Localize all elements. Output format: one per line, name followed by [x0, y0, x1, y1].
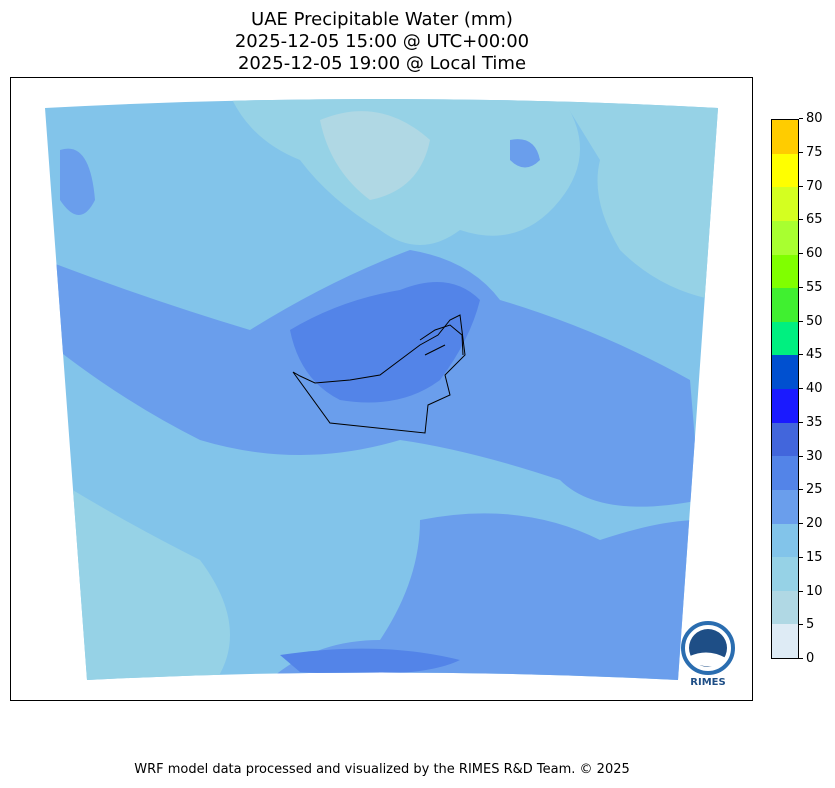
uae-boundary	[292, 314, 466, 434]
contour-20-25-west	[60, 148, 95, 215]
uae-coastline-islands	[419, 324, 464, 356]
colorbar-segment-65-70	[772, 187, 798, 221]
title-line-2: 2025-12-05 15:00 @ UTC+00:00	[234, 31, 530, 52]
rimes-logo: RIMES	[681, 621, 735, 688]
contour-10-15-south	[45, 470, 230, 680]
colorbar-segment-35-40	[772, 389, 798, 423]
colorbar-segment-45-50	[772, 321, 798, 356]
colorbar-segment-0-5	[772, 624, 798, 658]
colorbar-segment-25-30	[772, 456, 798, 490]
colorbar-tick-label: 65	[799, 213, 823, 227]
title-line-1: UAE Precipitable Water (mm)	[251, 9, 513, 30]
contour-5-10-north	[320, 111, 430, 200]
colorbar	[771, 119, 799, 659]
colorbar-segment-10-15	[772, 557, 798, 591]
contour-25-30-northblob	[510, 139, 540, 168]
colorbar-tick-label: 20	[799, 517, 823, 531]
colorbar-segment-50-55	[772, 288, 798, 322]
colorbar-tick-label: 45	[799, 348, 823, 362]
precipitable-water-map	[45, 99, 718, 680]
map-frame	[10, 77, 753, 701]
colorbar-segment-75-80	[772, 120, 798, 154]
colorbar-segment-30-35	[772, 422, 798, 457]
colorbar-segment-20-25	[772, 489, 798, 524]
colorbar-tick-label: 5	[799, 618, 814, 632]
colorbar-tick-label: 35	[799, 415, 823, 430]
colorbar-tick-label: 25	[799, 483, 823, 497]
contour-25-30-center	[290, 282, 480, 403]
colorbar-tick-label: 80	[799, 112, 823, 126]
colorbar-tick-label: 10	[799, 584, 823, 599]
title-line-3: 2025-12-05 19:00 @ Local Time	[237, 53, 527, 74]
colorbar-tick-label: 70	[799, 179, 823, 194]
svg-text:RIMES: RIMES	[690, 677, 725, 688]
colorbar-tick-label: 60	[799, 247, 823, 261]
colorbar-tick-label: 50	[799, 314, 823, 329]
colorbar-segment-40-45	[772, 355, 798, 389]
colorbar-tick-label: 0	[799, 652, 814, 666]
colorbar-segment-5-10	[772, 590, 798, 625]
colorbar-segment-15-20	[772, 523, 798, 558]
colorbar-segment-55-60	[772, 254, 798, 289]
uae-border	[292, 314, 466, 434]
contour-10-15-northeast	[560, 99, 718, 300]
colorbar-segment-60-65	[772, 220, 798, 255]
colorbar-tick-label: 30	[799, 449, 823, 464]
colorbar-tick-label: 55	[799, 280, 823, 295]
colorbar-tick-label: 75	[799, 145, 823, 160]
contour-25-30-south	[280, 648, 460, 675]
footer-credit: WRF model data processed and visualized …	[134, 762, 630, 777]
colorbar-tick-label: 15	[799, 550, 823, 565]
colorbar-segment-70-75	[772, 153, 798, 188]
colorbar-tick-label: 40	[799, 382, 823, 396]
